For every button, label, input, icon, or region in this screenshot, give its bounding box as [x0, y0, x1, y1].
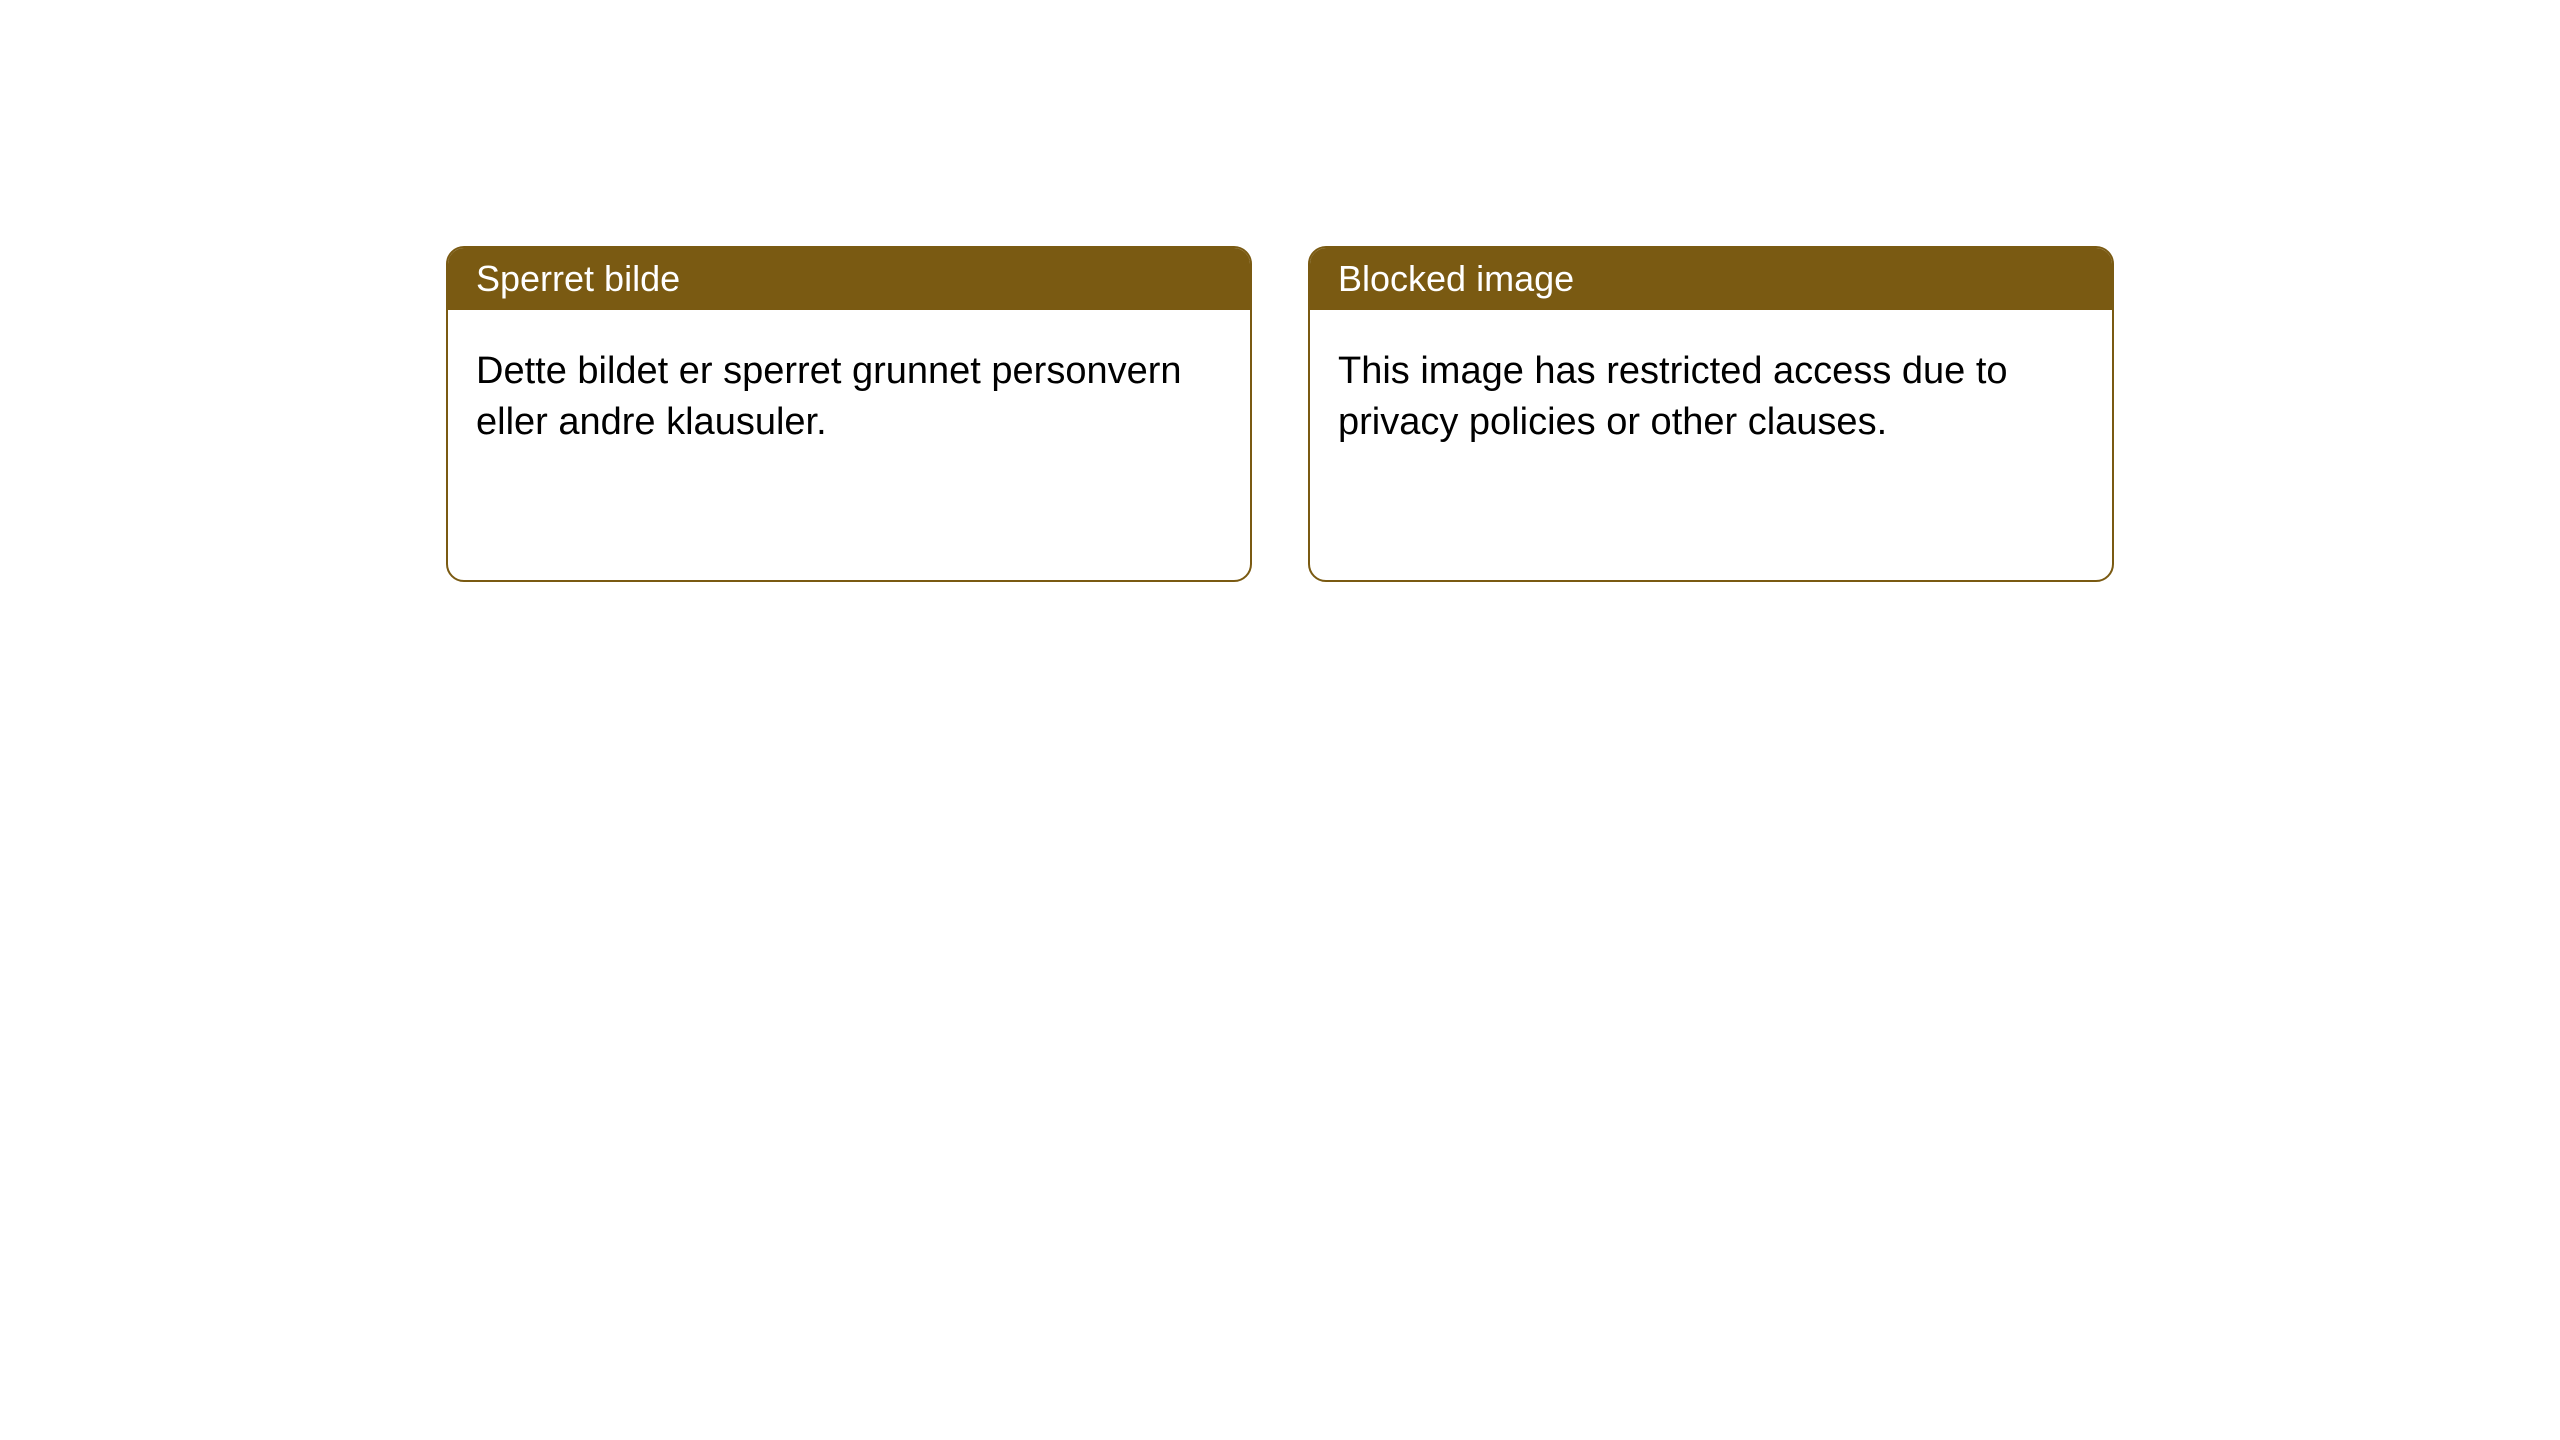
notice-title: Blocked image — [1310, 248, 2112, 310]
notice-card-english: Blocked image This image has restricted … — [1308, 246, 2114, 582]
notice-container: Sperret bilde Dette bildet er sperret gr… — [0, 0, 2560, 582]
notice-body: Dette bildet er sperret grunnet personve… — [448, 310, 1250, 580]
notice-card-norwegian: Sperret bilde Dette bildet er sperret gr… — [446, 246, 1252, 582]
notice-title: Sperret bilde — [448, 248, 1250, 310]
notice-body: This image has restricted access due to … — [1310, 310, 2112, 580]
